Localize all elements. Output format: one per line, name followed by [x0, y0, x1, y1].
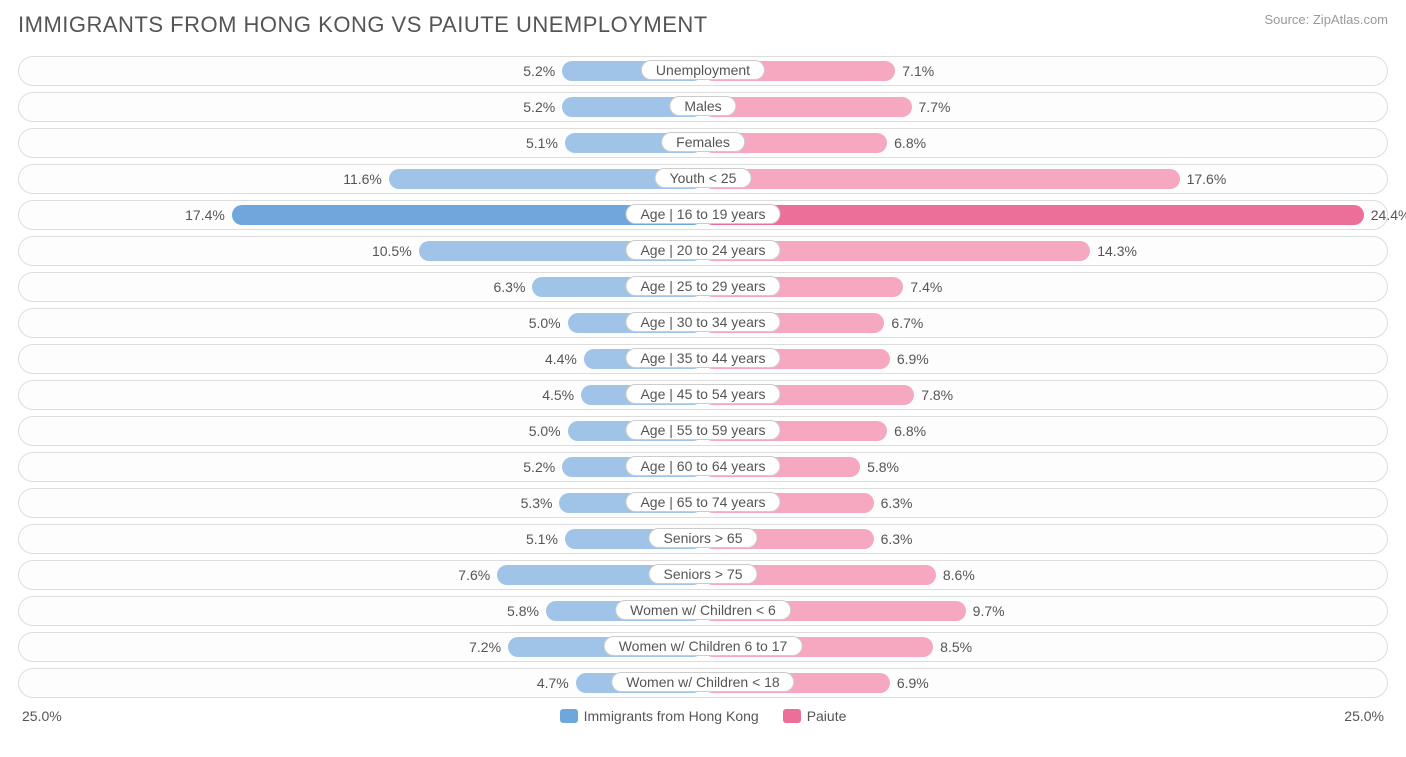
category-label: Youth < 25	[655, 168, 752, 188]
category-label: Males	[669, 96, 736, 116]
value-label-right: 6.3%	[881, 525, 913, 553]
chart-row: 11.6% 17.6% Youth < 25	[18, 164, 1388, 194]
chart-row: 4.7% 6.9% Women w/ Children < 18	[18, 668, 1388, 698]
category-label: Age | 16 to 19 years	[625, 204, 780, 224]
value-label-left: 5.0%	[529, 417, 561, 445]
value-label-right: 14.3%	[1097, 237, 1137, 265]
chart-row: 5.8% 9.7% Women w/ Children < 6	[18, 596, 1388, 626]
value-label-left: 11.6%	[343, 165, 382, 193]
chart-row: 5.2% 5.8% Age | 60 to 64 years	[18, 452, 1388, 482]
value-label-right: 8.6%	[943, 561, 975, 589]
legend-item-left: Immigrants from Hong Kong	[560, 708, 759, 724]
value-label-right: 7.7%	[919, 93, 951, 121]
category-label: Age | 20 to 24 years	[625, 240, 780, 260]
chart-row: 5.3% 6.3% Age | 65 to 74 years	[18, 488, 1388, 518]
value-label-right: 9.7%	[973, 597, 1005, 625]
value-label-left: 5.2%	[523, 453, 555, 481]
chart-header: IMMIGRANTS FROM HONG KONG VS PAIUTE UNEM…	[18, 12, 1388, 38]
chart-row: 7.6% 8.6% Seniors > 75	[18, 560, 1388, 590]
value-label-right: 6.8%	[894, 129, 926, 157]
value-label-left: 5.8%	[507, 597, 539, 625]
value-label-right: 7.4%	[910, 273, 942, 301]
chart-row: 4.5% 7.8% Age | 45 to 54 years	[18, 380, 1388, 410]
value-label-left: 5.0%	[529, 309, 561, 337]
chart-row: 17.4%24.4%Age | 16 to 19 years	[18, 200, 1388, 230]
value-label-left: 6.3%	[493, 273, 525, 301]
value-label-right: 8.5%	[940, 633, 972, 661]
chart-row: 5.0% 6.8% Age | 55 to 59 years	[18, 416, 1388, 446]
value-label-left: 5.2%	[523, 93, 555, 121]
value-label-left: 4.7%	[537, 669, 569, 697]
value-label-right: 7.8%	[921, 381, 953, 409]
legend-swatch-right	[783, 709, 801, 723]
chart-footer: 25.0% Immigrants from Hong Kong Paiute 2…	[18, 708, 1388, 724]
value-label-right: 6.9%	[897, 345, 929, 373]
axis-max-right: 25.0%	[1344, 708, 1384, 724]
legend-label-left: Immigrants from Hong Kong	[584, 708, 759, 724]
legend-label-right: Paiute	[807, 708, 847, 724]
bar-right	[703, 205, 1364, 225]
value-label-left: 4.5%	[542, 381, 574, 409]
chart-row: 10.5% 14.3% Age | 20 to 24 years	[18, 236, 1388, 266]
category-label: Age | 60 to 64 years	[625, 456, 780, 476]
value-label-right: 6.7%	[891, 309, 923, 337]
bar-right	[703, 169, 1180, 189]
category-label: Women w/ Children < 6	[615, 600, 791, 620]
category-label: Females	[661, 132, 745, 152]
value-label-left: 10.5%	[372, 237, 412, 265]
chart-title: IMMIGRANTS FROM HONG KONG VS PAIUTE UNEM…	[18, 12, 708, 38]
value-label-left: 5.1%	[526, 129, 558, 157]
value-label-left: 7.6%	[458, 561, 490, 589]
value-label-left: 17.4%	[185, 201, 225, 229]
value-label-right: 5.8%	[867, 453, 899, 481]
category-label: Age | 45 to 54 years	[625, 384, 780, 404]
category-label: Age | 25 to 29 years	[625, 276, 780, 296]
value-label-right: 7.1%	[902, 57, 934, 85]
value-label-left: 4.4%	[545, 345, 577, 373]
category-label: Seniors > 65	[649, 528, 758, 548]
value-label-right: 6.8%	[894, 417, 926, 445]
chart-row: 5.1% 6.3% Seniors > 65	[18, 524, 1388, 554]
category-label: Age | 30 to 34 years	[625, 312, 780, 332]
value-label-left: 5.1%	[526, 525, 558, 553]
value-label-right: 24.4%	[1371, 201, 1406, 229]
category-label: Unemployment	[641, 60, 765, 80]
value-label-right: 17.6%	[1187, 165, 1227, 193]
category-label: Age | 55 to 59 years	[625, 420, 780, 440]
value-label-left: 5.2%	[523, 57, 555, 85]
category-label: Women w/ Children < 18	[611, 672, 794, 692]
value-label-left: 5.3%	[521, 489, 553, 517]
axis-max-left: 25.0%	[22, 708, 62, 724]
category-label: Age | 35 to 44 years	[625, 348, 780, 368]
chart-row: 5.1% 6.8% Females	[18, 128, 1388, 158]
chart-row: 4.4% 6.9% Age | 35 to 44 years	[18, 344, 1388, 374]
butterfly-chart: 5.2% 7.1% Unemployment 5.2% 7.7% Males 5.1% 6.8…	[18, 56, 1388, 698]
value-label-right: 6.3%	[881, 489, 913, 517]
value-label-right: 6.9%	[897, 669, 929, 697]
legend: Immigrants from Hong Kong Paiute	[62, 708, 1345, 724]
chart-row: 5.0% 6.7% Age | 30 to 34 years	[18, 308, 1388, 338]
chart-row: 7.2% 8.5% Women w/ Children 6 to 17	[18, 632, 1388, 662]
category-label: Seniors > 75	[649, 564, 758, 584]
legend-swatch-left	[560, 709, 578, 723]
chart-source: Source: ZipAtlas.com	[1264, 12, 1388, 27]
chart-row: 5.2% 7.1% Unemployment	[18, 56, 1388, 86]
chart-row: 6.3% 7.4% Age | 25 to 29 years	[18, 272, 1388, 302]
value-label-left: 7.2%	[469, 633, 501, 661]
category-label: Women w/ Children 6 to 17	[604, 636, 803, 656]
chart-row: 5.2% 7.7% Males	[18, 92, 1388, 122]
legend-item-right: Paiute	[783, 708, 847, 724]
category-label: Age | 65 to 74 years	[625, 492, 780, 512]
